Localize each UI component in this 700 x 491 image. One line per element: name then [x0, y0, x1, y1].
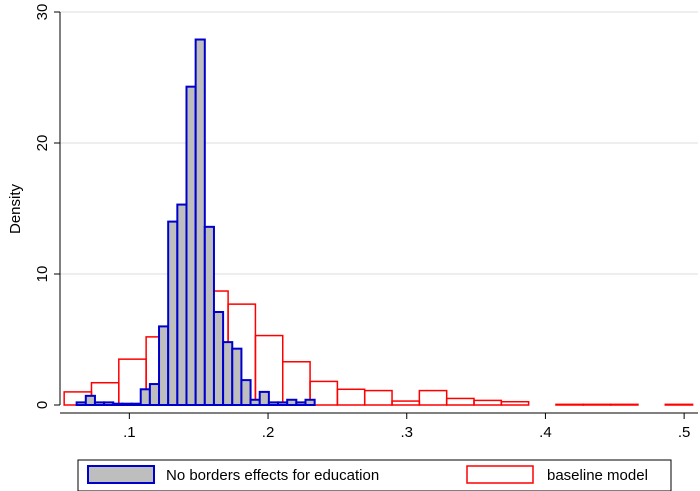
baseline-bar-20	[609, 403, 639, 406]
baseline-bar-11	[363, 389, 393, 406]
x-tick-label-2: .3	[400, 424, 413, 441]
no-borders-bar-1	[84, 394, 96, 406]
no-borders-bar-2	[93, 401, 106, 407]
no-borders-bar-6	[130, 402, 142, 407]
no-borders-bar-10	[167, 220, 179, 406]
tick-labels: 0 10 20 30 .1 .2 .3 .4 .5	[34, 4, 690, 441]
no-borders-bar-21	[267, 401, 280, 407]
baseline-bar-19	[582, 403, 612, 406]
x-tick-label-3: .4	[539, 424, 552, 441]
no-borders-bar-23	[286, 398, 298, 407]
legend-swatch-baseline	[466, 465, 534, 484]
no-borders-bar-14	[203, 225, 215, 406]
no-borders-bar-24	[295, 401, 307, 407]
no-borders-bar-4	[112, 402, 124, 407]
axes	[59, 12, 698, 414]
no-borders-bar-13	[194, 38, 206, 406]
legend-swatch-no-borders	[87, 465, 155, 484]
legend: No borders effects for education baselin…	[77, 459, 672, 491]
y-axis-title: Density	[7, 183, 24, 234]
y-tick-label-3: 30	[34, 4, 51, 21]
no-borders-bar-9	[158, 325, 170, 406]
x-tick-label-4: .5	[678, 424, 691, 441]
no-borders-bar-11	[176, 203, 188, 406]
no-borders-bar-5	[121, 402, 133, 407]
no-borders-bar-19	[249, 398, 261, 407]
no-borders-bar-15	[212, 310, 225, 406]
no-borders-bar-12	[185, 85, 197, 406]
no-borders-bar-18	[240, 379, 252, 406]
legend-label-no-borders: No borders effects for education	[166, 467, 379, 484]
no-borders-bar-22	[277, 401, 289, 407]
gridlines	[60, 11, 698, 275]
x-tick-label-1: .2	[262, 424, 275, 441]
no-borders-bars	[75, 38, 316, 407]
baseline-bar-18	[555, 403, 585, 406]
no-borders-bar-17	[231, 347, 243, 407]
no-borders-bar-25	[304, 398, 316, 407]
legend-box	[77, 459, 672, 491]
legend-label-baseline: baseline model	[547, 467, 648, 484]
x-tick-label-0: .1	[123, 424, 136, 441]
y-tick-label-2: 20	[34, 135, 51, 152]
no-borders-bar-20	[258, 390, 270, 406]
no-borders-bar-0	[75, 401, 87, 407]
y-tick-label-1: 10	[34, 266, 51, 283]
no-borders-bar-8	[148, 383, 161, 407]
baseline-bar-16	[500, 400, 530, 406]
no-borders-bar-3	[103, 401, 115, 407]
no-borders-bar-16	[222, 341, 234, 406]
baseline-bar-22	[664, 403, 694, 406]
y-tick-label-0: 0	[34, 401, 51, 409]
no-borders-bar-7	[139, 388, 151, 406]
